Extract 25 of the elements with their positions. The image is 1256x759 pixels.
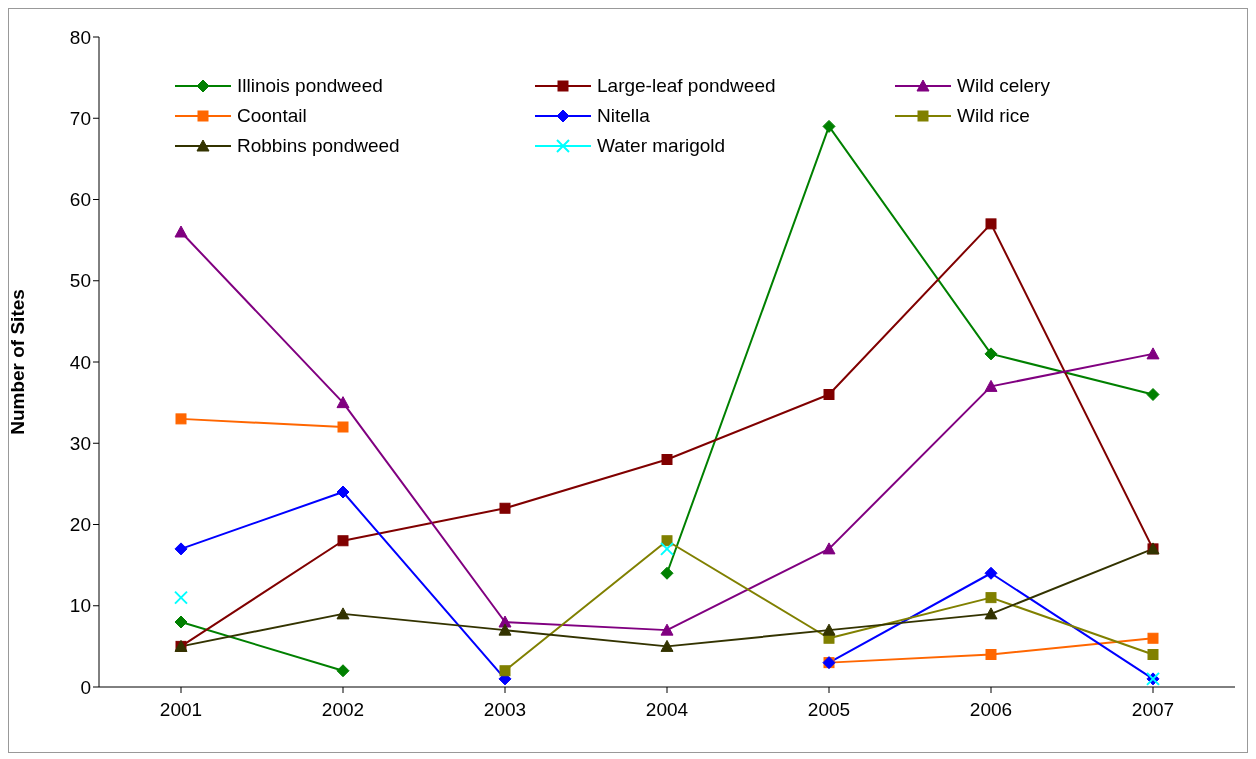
legend-label: Water marigold <box>597 135 726 157</box>
x-tick-label: 2006 <box>969 699 1013 721</box>
x-tick-label: 2004 <box>645 699 689 721</box>
x-tick-label: 2001 <box>159 699 203 721</box>
x-tick-label: 2007 <box>1131 699 1175 721</box>
legend-label: Coontail <box>237 105 307 127</box>
y-tick-label: 40 <box>69 351 91 373</box>
y-tick-label: 0 <box>80 676 91 698</box>
legend-label: Wild rice <box>957 105 1030 127</box>
legend-label: Large-leaf pondweed <box>597 75 776 97</box>
x-tick-label: 2002 <box>321 699 365 721</box>
y-tick-label: 10 <box>69 595 91 617</box>
y-tick-label: 60 <box>69 189 91 211</box>
x-tick-label: 2005 <box>807 699 851 721</box>
legend-label: Illinois pondweed <box>237 75 383 97</box>
x-tick-label: 2003 <box>483 699 527 721</box>
legend-label: Robbins pondweed <box>237 135 400 157</box>
y-tick-label: 50 <box>69 270 91 292</box>
legend-label: Wild celery <box>957 75 1050 97</box>
y-tick-label: 80 <box>69 26 91 48</box>
legend-label: Nitella <box>597 105 650 127</box>
y-tick-label: 30 <box>69 432 91 454</box>
y-tick-label: 20 <box>69 514 91 536</box>
y-axis-title: Number of Sites <box>6 289 28 435</box>
y-tick-label: 70 <box>69 108 91 129</box>
